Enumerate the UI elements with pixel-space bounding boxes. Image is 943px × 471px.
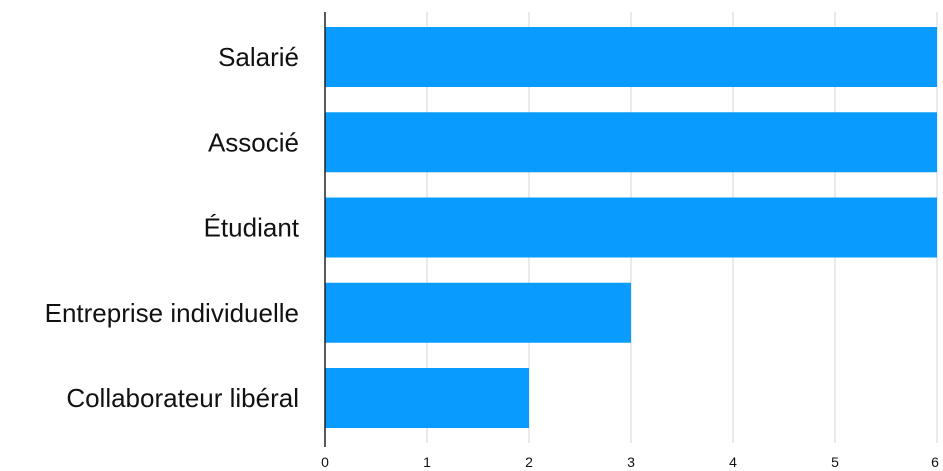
x-tick-label: 3 (627, 454, 635, 470)
category-label: Associé (208, 127, 299, 157)
bar (325, 368, 529, 428)
category-labels: Salarié Associé Étudiant Entreprise individ… (45, 42, 300, 413)
x-tick-label: 6 (931, 454, 939, 470)
category-label: Entreprise individuelle (45, 298, 299, 328)
category-label: Salarié (218, 42, 299, 72)
bar (325, 27, 937, 87)
x-tick-label: 5 (831, 454, 839, 470)
category-label: Collaborateur libéral (66, 383, 299, 413)
category-label: Étudiant (204, 213, 300, 243)
bar (325, 112, 937, 173)
bar (325, 282, 631, 343)
x-tick-label: 0 (321, 454, 329, 470)
bars (325, 27, 937, 428)
x-tick-labels: 0 1 2 3 4 5 6 (321, 454, 939, 470)
x-tick-label: 4 (729, 454, 737, 470)
x-tick-label: 1 (423, 454, 431, 470)
bar (325, 197, 937, 258)
x-tick-label: 2 (525, 454, 533, 470)
